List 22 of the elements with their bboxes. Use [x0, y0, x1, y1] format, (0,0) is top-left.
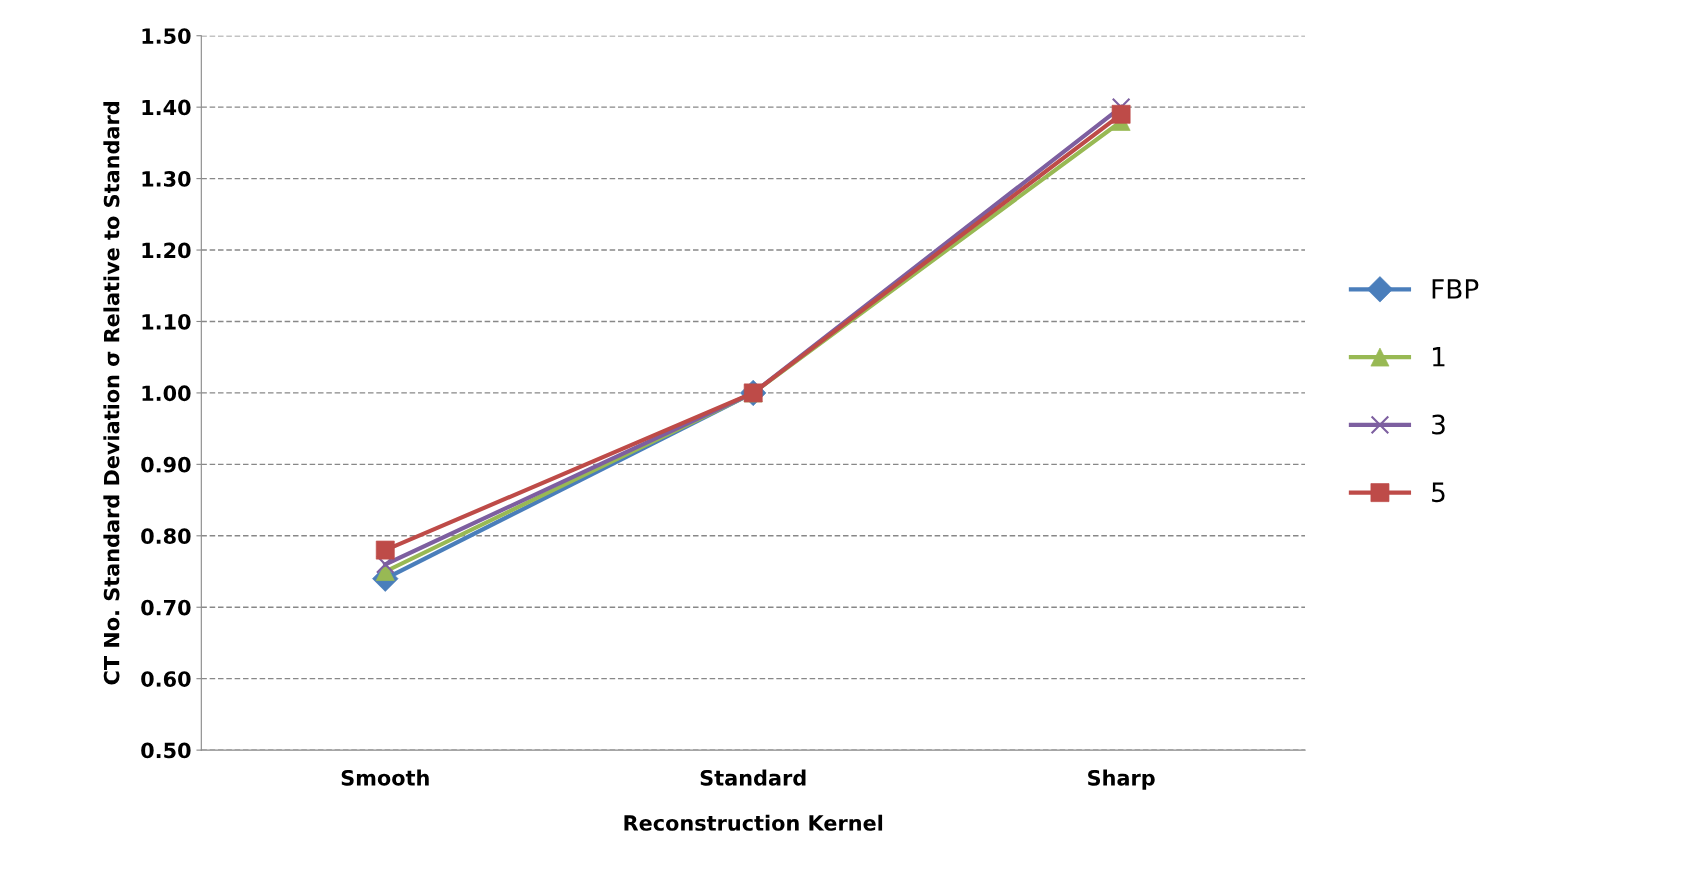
x-tick-label: Sharp	[1088, 769, 1155, 790]
y-tick-label: 1.50	[142, 28, 191, 44]
y-tick-label: 0.90	[141, 456, 191, 473]
point	[1111, 104, 1131, 124]
legend-label: 1	[1432, 347, 1445, 367]
y-tick-label: 1.00	[142, 385, 191, 402]
y-tick-label: 1.20	[142, 242, 191, 259]
y-tick-label: 0.60	[141, 671, 191, 687]
point	[375, 540, 395, 560]
y-tick-label: 1.40	[142, 99, 191, 116]
y-tick-label: 1.30	[142, 171, 191, 187]
y-tick-label: 1.10	[142, 313, 191, 330]
x-axis-title: Reconstruction Kernel	[624, 814, 883, 831]
legend-label: FBP	[1432, 279, 1479, 299]
x-tick-label: Standard	[700, 769, 806, 786]
y-tick-label: 0.70	[141, 599, 191, 616]
legend-label: 5	[1432, 482, 1445, 503]
y-axis-title: CT No. Standard Deviation σ Relative to Standard	[103, 102, 120, 685]
legend-label: 3	[1432, 414, 1445, 435]
x-tick-label: Smooth	[341, 769, 429, 786]
y-tick-label: 0.80	[141, 528, 191, 545]
y-tick-label: 0.50	[141, 742, 191, 759]
